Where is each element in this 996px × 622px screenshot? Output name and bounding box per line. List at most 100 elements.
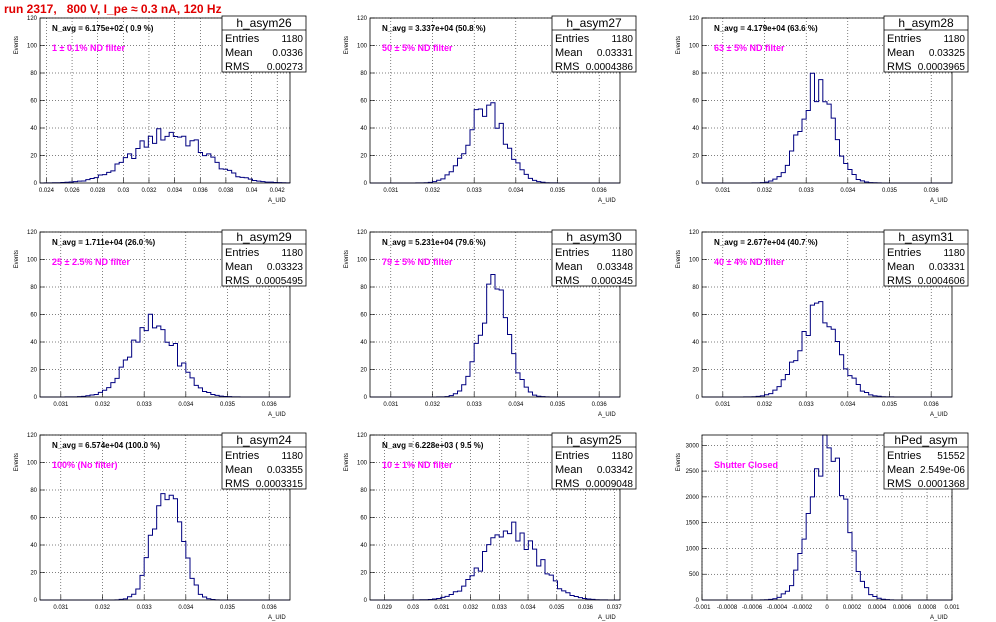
histogram-bars	[370, 521, 621, 601]
x-tick-label: 0.031	[383, 402, 399, 408]
y-tick-label: 100	[27, 44, 38, 50]
stat-label: Entries	[887, 247, 922, 259]
stat-value: 1180	[943, 248, 965, 259]
stat-value: 1180	[611, 451, 633, 462]
histogram-name: hPed_asym	[894, 433, 957, 447]
stat-label: Mean	[225, 47, 253, 59]
x-tick-label: 0.036	[262, 402, 278, 408]
x-tick-label: 0.036	[924, 402, 940, 408]
y-tick-label: 120	[27, 433, 38, 439]
y-tick-label: 80	[360, 71, 367, 77]
x-axis-label: A_UID	[930, 198, 948, 204]
x-tick-label: 0.031	[383, 188, 399, 194]
y-tick-label: 80	[692, 285, 699, 291]
run-title: run 2317, 800 V, I_pe ≈ 0.3 nA, 120 Hz	[4, 2, 222, 16]
x-axis-label: A_UID	[930, 615, 948, 621]
x-axis-label: A_UID	[598, 198, 616, 204]
x-tick-label: 0.035	[220, 402, 236, 408]
y-tick-label: 120	[27, 16, 38, 22]
x-axis-label: A_UID	[268, 615, 286, 621]
x-tick-label: 0.034	[178, 402, 194, 408]
histogram-panel-h_asym30: 0 20 40 60 80 100 120 0.031 0.032 0.033 0.034 0.035…	[344, 229, 637, 418]
y-tick-label: 0	[34, 598, 38, 604]
x-tick-label: -0.0008	[717, 605, 738, 611]
y-tick-label: 20	[360, 154, 367, 160]
x-tick-label: 0.033	[467, 402, 483, 408]
navg-label: N_avg = 1.711e+04 (26.0 %)	[52, 238, 156, 247]
stat-label: Mean	[887, 464, 915, 476]
y-tick-label: 20	[692, 368, 699, 374]
stat-label: RMS	[225, 61, 249, 73]
y-tick-label: 3000	[686, 443, 700, 449]
x-tick-label: 0.033	[799, 188, 815, 194]
x-tick-label: 0.036	[592, 188, 608, 194]
histogram-panel-h_asym26: 0 20 40 60 80 100 120 0.024 0.026 0.028 0.03 0.032 0…	[14, 15, 307, 204]
y-tick-label: 100	[27, 461, 38, 467]
histogram-name: h_asym27	[566, 16, 622, 30]
filter-label: 40 ± 4% ND filter	[714, 257, 785, 267]
stat-value: 0.03355	[267, 465, 304, 476]
stat-label: Entries	[225, 247, 260, 259]
y-tick-label: 0	[696, 395, 700, 401]
filter-label: 63 ± 5% ND filter	[714, 43, 785, 53]
x-tick-label: -0.001	[693, 605, 711, 611]
y-axis-label: Events	[676, 250, 682, 268]
stat-value: 0.0005495	[256, 276, 304, 287]
x-tick-label: 0.024	[39, 188, 55, 194]
stat-value: 0.00273	[267, 62, 304, 73]
stat-label: RMS	[555, 61, 579, 73]
y-tick-label: 100	[689, 258, 700, 264]
y-tick-label: 120	[357, 433, 368, 439]
histogram-name: h_asym30	[566, 230, 622, 244]
filter-label: 79 ± 5% ND filter	[382, 257, 453, 267]
stat-value: 0.0003965	[918, 62, 966, 73]
histogram-bars	[702, 72, 952, 184]
x-tick-label: 0.0008	[918, 605, 937, 611]
x-tick-label: 0.029	[377, 605, 393, 611]
filter-label: 1 ± 0.1% ND filter	[52, 43, 125, 53]
x-tick-label: 0.033	[137, 402, 153, 408]
y-tick-label: 80	[360, 488, 367, 494]
x-tick-label: -0.0006	[742, 605, 763, 611]
filter-label: 25 ± 2.5% ND filter	[52, 257, 130, 267]
filter-label: Shutter Closed	[714, 460, 778, 470]
x-axis-label: A_UID	[268, 412, 286, 418]
navg-label: N_avg = 6.574e+04 (100.0 %)	[52, 441, 160, 450]
x-tick-label: 0.03	[407, 605, 419, 611]
histogram-bars	[702, 301, 952, 398]
y-tick-label: 0	[364, 395, 368, 401]
y-tick-label: 20	[30, 368, 37, 374]
x-tick-label: 0.035	[220, 605, 236, 611]
y-tick-label: 1000	[686, 546, 700, 552]
y-tick-label: 60	[360, 516, 367, 522]
stat-label: Entries	[555, 247, 590, 259]
x-tick-label: 0.031	[434, 605, 450, 611]
x-tick-label: 0.031	[53, 402, 69, 408]
stat-value: 0.0004606	[918, 276, 966, 287]
x-tick-label: 0.033	[492, 605, 508, 611]
y-tick-label: 40	[30, 543, 37, 549]
y-tick-label: 80	[30, 71, 37, 77]
stat-value: 1180	[611, 34, 633, 45]
x-tick-label: 0.03	[117, 188, 129, 194]
y-tick-label: 60	[360, 99, 367, 105]
x-tick-label: 0.04	[246, 188, 258, 194]
y-tick-label: 60	[30, 516, 37, 522]
x-tick-label: 0.036	[592, 402, 608, 408]
y-tick-label: 40	[30, 340, 37, 346]
stat-value: 0.0009048	[586, 479, 634, 490]
plot-frame	[39, 231, 291, 398]
histogram-bars	[39, 128, 291, 184]
x-tick-label: 0.028	[90, 188, 106, 194]
histogram-name: h_asym29	[236, 230, 292, 244]
stat-value: 1180	[281, 248, 303, 259]
stat-label: RMS	[887, 275, 911, 287]
navg-label: N_avg = 6.175e+02 ( 0.9 %)	[52, 24, 154, 33]
y-tick-label: 0	[34, 395, 38, 401]
y-tick-label: 40	[360, 543, 367, 549]
histogram-panel-h_asym31: 0 20 40 60 80 100 120 0.031 0.032 0.033 0.034 0.035…	[676, 229, 969, 418]
y-axis-label: Events	[676, 36, 682, 54]
stat-value: 1180	[281, 451, 303, 462]
navg-label: N_avg = 3.337e+04 (50.8 %)	[382, 24, 486, 33]
